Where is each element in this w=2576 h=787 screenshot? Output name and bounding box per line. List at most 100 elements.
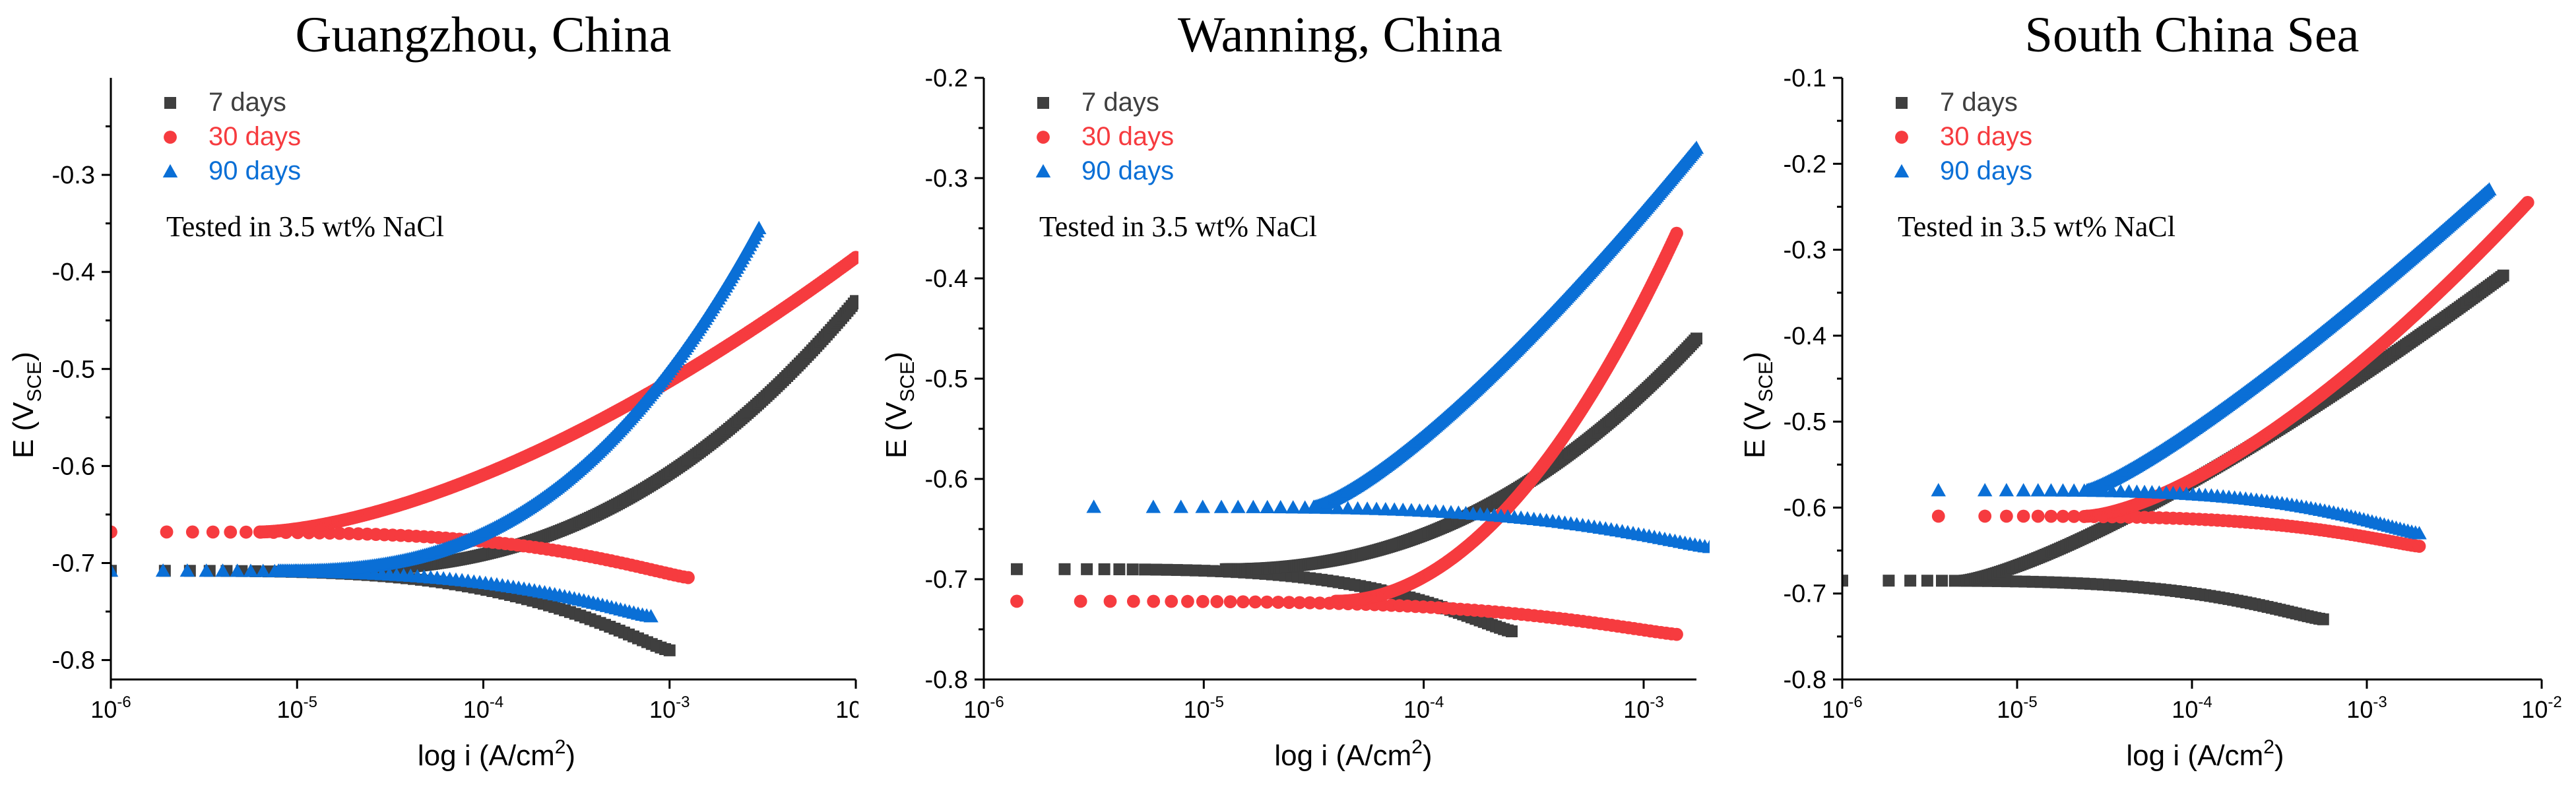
chart2-circle-point	[1999, 509, 2013, 523]
x-tick-label: 10-4	[2172, 693, 2212, 723]
chart-guangzhou: Guangzhou, China -0.8 -0.7 -0.6 -0.5 -0.4 -0.3…	[7, 7, 858, 772]
y-tick-label: -0.7	[1784, 581, 1826, 608]
chart2-square-point	[1935, 575, 1948, 587]
x-axis-label-close: )	[565, 740, 575, 772]
x-tick-exponent: -5	[1210, 693, 1224, 711]
test-condition-note: Tested in 3.5 wt% NaCl	[166, 210, 444, 243]
x-tick-base: 10	[90, 696, 117, 723]
chart1-square-point	[1098, 563, 1111, 575]
chart1-triangle-point	[1330, 501, 1345, 515]
y-axis-label: E (VSCE)	[1739, 352, 1777, 458]
x-tick-base: 10	[2346, 696, 2373, 723]
chart1-triangle-point	[1145, 499, 1161, 513]
chart1-square-point	[1690, 332, 1702, 345]
y-axis-label-sub: SCE	[24, 362, 46, 402]
chart0-circle-point	[111, 525, 117, 539]
y-tick-label: -0.6	[52, 453, 95, 480]
chart1-square-point	[1180, 564, 1193, 577]
y-tick-label: -0.3	[52, 162, 95, 189]
x-tick-label: 10-4	[463, 693, 503, 723]
y-tick-label: -0.5	[52, 356, 95, 383]
chart2-square-point	[1948, 575, 1961, 587]
chart2-triangle-point	[2066, 483, 2082, 497]
x-axis-label: log i (A/cm2)	[2126, 736, 2284, 772]
chart1-square-point	[1113, 563, 1126, 576]
y-tick-label: -0.2	[925, 65, 968, 92]
legend-label: 90 days	[209, 156, 301, 185]
chart2-square-point	[2317, 613, 2329, 625]
y-tick-label: -0.6	[925, 466, 968, 493]
y-axis-label: E (VSCE)	[7, 352, 46, 458]
chart2-square-point	[1904, 575, 1917, 587]
x-tick-exponent: -6	[1848, 693, 1862, 711]
chart-south-china-sea: South China Sea -0.8 -0.7 -0.6 -0.5 -0.4 -0.3 -…	[1739, 7, 2562, 772]
chart1-triangle-point	[1260, 499, 1275, 514]
x-tick-exponent: -6	[117, 693, 131, 711]
x-tick-exponent: -3	[676, 693, 690, 711]
chart2-triangle-point	[1999, 483, 2014, 497]
chart1-circle-point	[1147, 594, 1161, 608]
x-tick-base: 10	[1623, 696, 1650, 723]
chart1-triangle-point	[1702, 540, 1710, 553]
legend-label: 90 days	[1081, 156, 1174, 185]
x-tick-label: 10-2	[2521, 693, 2561, 723]
legend-square-marker	[164, 97, 176, 109]
x-tick-base: 10	[1997, 696, 2023, 723]
chart0-square-point	[850, 295, 858, 307]
y-tick-label: -0.5	[925, 365, 968, 393]
chart2-circle-point	[2521, 196, 2534, 209]
x-tick-base: 10	[1184, 696, 1210, 723]
chart0-triangle-point	[155, 563, 171, 577]
y-axis-label-sub: SCE	[1755, 362, 1777, 402]
y-tick-label: -0.4	[52, 259, 95, 286]
chart2-triangle-point	[1977, 483, 1993, 497]
chart2-square-point	[2497, 269, 2509, 282]
x-axis-label-close: )	[2274, 740, 2284, 772]
x-axis-label-main: log i (A/cm	[418, 740, 555, 772]
chart2-circle-point	[2067, 509, 2081, 523]
chart2-circle-point	[1931, 509, 1945, 523]
x-tick-exponent: -4	[2198, 693, 2212, 711]
legend-circle-marker	[1895, 131, 1908, 144]
chart1-square-point	[1126, 563, 1139, 576]
chart0-triangle-point	[255, 563, 271, 577]
chart1-triangle-point	[1086, 499, 1101, 513]
x-axis-label-close: )	[1423, 740, 1433, 772]
chart-title: Guangzhou, China	[296, 7, 672, 63]
chart1-circle-point	[1248, 595, 1262, 609]
chart1-triangle-point	[1213, 499, 1229, 513]
y-tick-label: -0.4	[1784, 323, 1826, 350]
chart2-square-point	[1883, 575, 1895, 587]
x-tick-base: 10	[2521, 696, 2548, 723]
test-condition-note: Tested in 3.5 wt% NaCl	[1898, 210, 2175, 243]
chart1-circle-point	[1303, 596, 1316, 610]
x-tick-label: 10-6	[963, 693, 1004, 723]
chart1-triangle-point	[1231, 499, 1246, 513]
x-tick-label: 10-5	[1184, 693, 1224, 723]
x-tick-exponent: -5	[304, 693, 317, 711]
chart2-triangle-point	[2016, 483, 2031, 497]
chart2-square-point	[1842, 575, 1848, 587]
chart1-triangle-point	[1689, 141, 1704, 154]
x-axis-label: log i (A/cm2)	[1274, 736, 1432, 772]
chart2-circle-point	[2056, 509, 2070, 523]
y-tick-label: -0.8	[925, 666, 968, 694]
chart1-square-point	[1058, 563, 1071, 575]
y-tick-label: -0.3	[1784, 237, 1826, 265]
chart1-circle-point	[1260, 595, 1273, 609]
x-tick-label: 10-6	[90, 693, 131, 723]
chart0-circle-point	[849, 251, 858, 265]
chart0-circle-point	[342, 526, 356, 540]
x-axis-label-main: log i (A/cm	[1274, 740, 1411, 772]
x-tick-label: 10-6	[1822, 693, 1862, 723]
y-axis-label: E (VSCE)	[880, 352, 918, 458]
legend-triangle-marker	[1035, 164, 1051, 177]
y-tick-label: -0.2	[1784, 150, 1826, 178]
chart1-square-point	[1011, 563, 1023, 575]
x-axis-label-sup: 2	[555, 736, 566, 758]
chart2-circle-point	[1978, 509, 1992, 523]
chart2-circle-point	[2412, 540, 2426, 553]
x-tick-label: 10-3	[649, 693, 690, 723]
chart1-triangle-point	[1359, 501, 1375, 515]
